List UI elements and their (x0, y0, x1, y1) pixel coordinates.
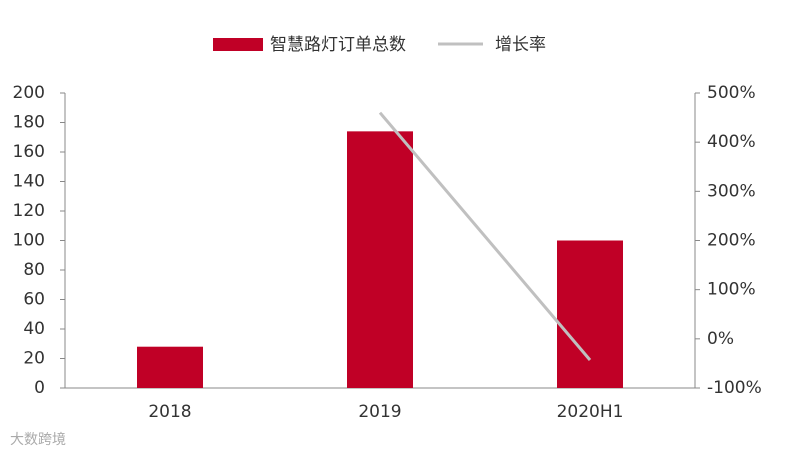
y-tick-label: 100 (13, 231, 45, 251)
y-tick-label: 160 (13, 142, 45, 162)
legend-label: 增长率 (495, 35, 546, 55)
y2-tick-label: -100% (707, 378, 762, 398)
bar (137, 346, 203, 388)
watermark: 大数跨境 (10, 432, 66, 448)
y-tick-label: 200 (13, 83, 45, 103)
legend-swatch (213, 38, 263, 51)
y-tick-label: 60 (23, 290, 45, 310)
y-tick-label: 80 (23, 260, 45, 280)
bar (347, 131, 413, 388)
y-tick-label: 0 (34, 378, 45, 398)
y2-tick-label: 500% (707, 83, 756, 103)
bar (557, 240, 623, 388)
line (378, 111, 592, 361)
y-tick-label: 120 (13, 201, 45, 221)
y2-tick-label: 0% (707, 329, 734, 349)
y-tick-label: 40 (23, 319, 45, 339)
y-tick-label: 20 (23, 349, 45, 369)
y-tick-label: 180 (13, 113, 45, 133)
x-tick-label: 2020H1 (557, 402, 624, 422)
y2-tick-label: 400% (707, 132, 756, 152)
y2-tick-label: 200% (707, 231, 756, 251)
y-tick-label: 140 (13, 172, 45, 192)
y2-tick-label: 300% (707, 181, 756, 201)
x-tick-label: 2018 (148, 402, 191, 422)
x-tick-label: 2019 (358, 402, 401, 422)
y2-tick-label: 100% (707, 280, 756, 300)
legend-label: 智慧路灯订单总数 (270, 35, 406, 55)
